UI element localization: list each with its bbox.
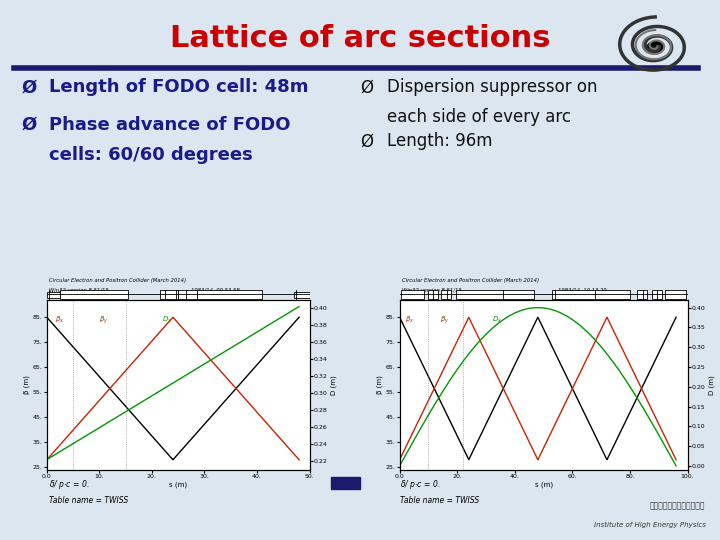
Bar bbox=[47, 292, 60, 298]
Text: Table name = TWISS: Table name = TWISS bbox=[49, 496, 128, 505]
Text: $\delta$/ p$\cdot$c = 0.: $\delta$/ p$\cdot$c = 0. bbox=[49, 478, 89, 491]
Bar bbox=[428, 290, 438, 299]
Y-axis label: β (m): β (m) bbox=[24, 375, 30, 394]
Y-axis label: D (m): D (m) bbox=[708, 375, 715, 395]
Text: Dispersion suppressor on: Dispersion suppressor on bbox=[387, 78, 598, 96]
Text: cells: 60/60 degrees: cells: 60/60 degrees bbox=[49, 146, 253, 164]
Text: Ø: Ø bbox=[360, 78, 373, 96]
Text: Lattice of arc sections: Lattice of arc sections bbox=[170, 24, 550, 53]
Text: Length of FODO cell: 48m: Length of FODO cell: 48m bbox=[49, 78, 308, 96]
Text: Institute of High Energy Physics: Institute of High Energy Physics bbox=[594, 522, 706, 528]
Text: Win32 version 8.51/15: Win32 version 8.51/15 bbox=[50, 288, 109, 293]
Bar bbox=[60, 290, 128, 299]
Text: $\beta_y$: $\beta_y$ bbox=[440, 315, 449, 326]
Text: $D_x$: $D_x$ bbox=[163, 315, 173, 326]
Y-axis label: β (m): β (m) bbox=[377, 375, 383, 394]
Text: 1983/14  09.53.58: 1983/14 09.53.58 bbox=[192, 288, 240, 293]
Text: Circular Electron and Positron Collider (March 2014): Circular Electron and Positron Collider … bbox=[50, 278, 186, 282]
Bar bbox=[652, 290, 662, 299]
Text: Circular Electron and Positron Collider (March 2014): Circular Electron and Positron Collider … bbox=[402, 278, 539, 282]
X-axis label: s (m): s (m) bbox=[169, 482, 187, 488]
Bar bbox=[331, 477, 360, 489]
Text: Ø: Ø bbox=[22, 116, 37, 134]
Text: Length: 96m: Length: 96m bbox=[387, 132, 493, 150]
Text: 1983/14  10.13.29: 1983/14 10.13.29 bbox=[558, 288, 607, 293]
Bar bbox=[441, 290, 451, 299]
Text: $\delta$/ p$\cdot$c = 0.: $\delta$/ p$\cdot$c = 0. bbox=[400, 478, 440, 491]
Text: Win32 version 8.51/15: Win32 version 8.51/15 bbox=[402, 288, 462, 293]
Bar bbox=[197, 290, 262, 299]
X-axis label: s (m): s (m) bbox=[534, 482, 553, 488]
Text: each side of every arc: each side of every arc bbox=[387, 108, 572, 126]
Circle shape bbox=[647, 42, 663, 54]
Y-axis label: D (m): D (m) bbox=[330, 375, 337, 395]
Bar bbox=[160, 290, 179, 299]
Text: Ø: Ø bbox=[360, 132, 373, 150]
Bar bbox=[552, 290, 630, 299]
Text: $\beta_x$: $\beta_x$ bbox=[55, 315, 64, 326]
Text: Table name = TWISS: Table name = TWISS bbox=[400, 496, 479, 505]
Bar bbox=[456, 290, 534, 299]
Bar bbox=[179, 290, 197, 299]
Text: $\beta_x$: $\beta_x$ bbox=[405, 315, 415, 326]
Bar bbox=[665, 290, 686, 299]
Text: 中国科学院高能物理研究所: 中国科学院高能物理研究所 bbox=[650, 501, 706, 510]
Bar bbox=[401, 290, 424, 299]
Text: Ø: Ø bbox=[22, 78, 37, 96]
Text: $D_x$: $D_x$ bbox=[492, 315, 502, 326]
Bar bbox=[294, 292, 310, 298]
Text: Phase advance of FODO: Phase advance of FODO bbox=[49, 116, 290, 134]
Bar bbox=[637, 290, 647, 299]
Text: $\beta_y$: $\beta_y$ bbox=[99, 315, 109, 326]
